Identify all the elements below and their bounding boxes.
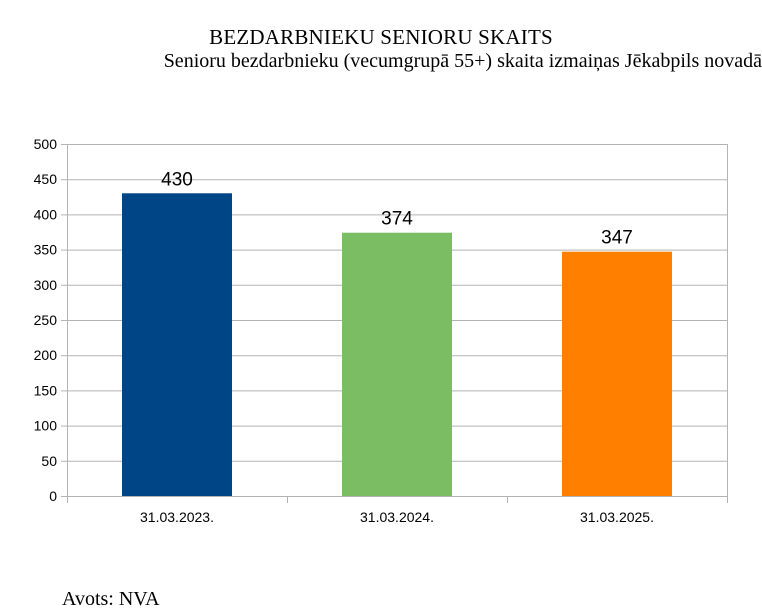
- chart-title: BEZDARBNIEKU SENIORU SKAITS: [209, 25, 553, 49]
- y-tick-label-500: 500: [34, 136, 58, 152]
- bar-3: [562, 251, 672, 496]
- bar-2: [342, 232, 452, 497]
- bar-chart: 0 50 100 150 200 250 300 350 400 450 500 430 374 347…: [34, 136, 728, 525]
- source-note: Avots: NVA: [62, 588, 160, 610]
- y-tick-label-250: 250: [34, 312, 58, 328]
- bar-1: [122, 193, 232, 496]
- data-label-2: 374: [381, 209, 413, 230]
- bars: 430 374 347: [122, 169, 672, 497]
- y-tick-label-200: 200: [34, 347, 58, 363]
- y-axis: 0 50 100 150 200 250 300 350 400 450 500: [34, 136, 67, 504]
- y-tick-label-350: 350: [34, 242, 58, 258]
- y-tick-label-450: 450: [34, 171, 58, 187]
- x-tick-label-1: 31.03.2023.: [140, 509, 214, 525]
- y-tick-label-50: 50: [41, 453, 57, 469]
- chart-subtitle: Senioru bezdarbnieku (vecumgrupā 55+) sk…: [163, 50, 762, 72]
- y-tick-label-400: 400: [34, 206, 58, 222]
- data-label-3: 347: [601, 228, 633, 249]
- x-axis: 31.03.2023. 31.03.2024. 31.03.2025.: [140, 496, 654, 525]
- y-tick-label-300: 300: [34, 277, 58, 293]
- data-label-1: 430: [161, 169, 193, 190]
- x-tick-label-2: 31.03.2024.: [360, 509, 434, 525]
- y-tick-label-150: 150: [34, 382, 58, 398]
- x-tick-label-3: 31.03.2025.: [580, 509, 654, 525]
- y-tick-label-0: 0: [49, 488, 57, 504]
- y-tick-label-100: 100: [34, 418, 58, 434]
